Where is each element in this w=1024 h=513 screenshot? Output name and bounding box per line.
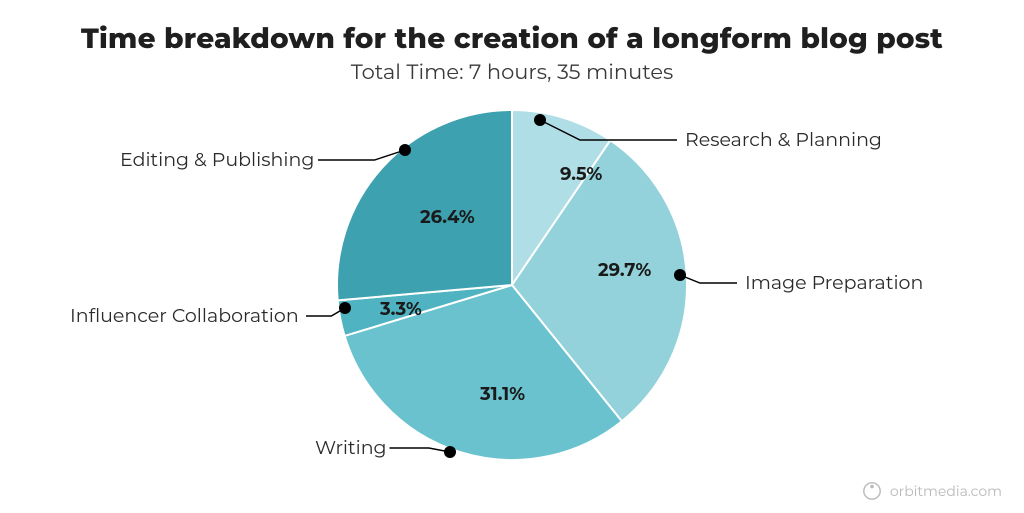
pie-label: Image Preparation <box>745 271 923 294</box>
callout-dot <box>339 302 351 314</box>
callout-dot <box>534 114 546 126</box>
pie-pct: 26.4% <box>420 206 475 228</box>
pie-label: Research & Planning <box>685 128 882 151</box>
pie-pct: 9.5% <box>560 163 602 185</box>
callout-dot <box>444 446 456 458</box>
pie-pct: 29.7% <box>598 259 651 281</box>
attribution: orbitmedia.com <box>862 481 1002 501</box>
pie-label: Influencer Collaboration <box>70 304 299 327</box>
callout-dot <box>674 269 686 281</box>
pie-pct: 31.1% <box>480 383 525 405</box>
callout-dot <box>399 144 411 156</box>
page-subtitle: Total Time: 7 hours, 35 minutes <box>0 60 1024 85</box>
leader-line <box>680 275 737 283</box>
pie-label: Writing <box>315 436 387 459</box>
attribution-label: orbitmedia.com <box>890 482 1002 500</box>
page-title: Time breakdown for the creation of a lon… <box>0 22 1024 56</box>
pie-label: Editing & Publishing <box>120 148 314 171</box>
attribution-icon <box>862 481 882 501</box>
pie-pct: 3.3% <box>380 298 422 320</box>
pie-chart <box>337 110 687 460</box>
